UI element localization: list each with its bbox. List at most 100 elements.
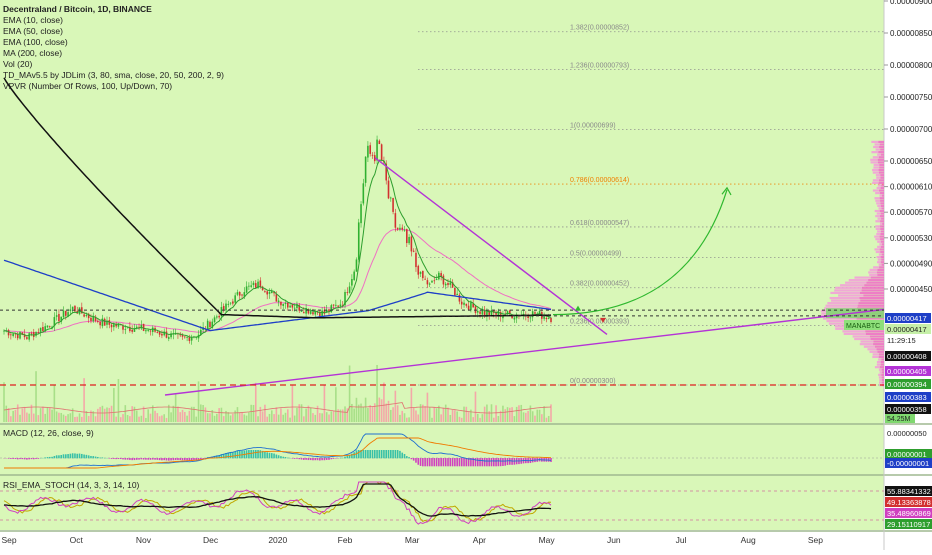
vpvr-row-down	[876, 202, 880, 204]
macd-bar	[479, 458, 481, 466]
macd-bar	[28, 458, 30, 459]
candle-body	[28, 333, 30, 339]
price-tick-label: 0.00000450	[890, 285, 932, 294]
vpvr-row-up	[880, 148, 884, 150]
macd-bar	[429, 458, 431, 466]
volume-bar	[296, 408, 298, 422]
candle-body	[234, 295, 236, 302]
vpvr-row-down	[873, 172, 879, 174]
macd-bar	[147, 458, 149, 460]
candle-body	[399, 228, 401, 230]
vpvr-row-down	[875, 225, 880, 227]
macd-bar	[308, 458, 310, 460]
vpvr-row-down	[854, 338, 870, 340]
candle-body	[349, 286, 351, 292]
time-axis-label: Sep	[808, 535, 823, 545]
macd-legend[interactable]: MACD (12, 26, close, 9)	[3, 428, 94, 439]
macd-bar	[440, 458, 442, 466]
volume-bar	[81, 417, 83, 422]
macd-bar	[427, 458, 429, 466]
vpvr-row-up	[865, 330, 884, 332]
macd-bar	[237, 451, 239, 458]
vpvr-row-up	[881, 218, 884, 220]
candle-body	[360, 204, 362, 223]
volume-bar	[495, 405, 497, 422]
legend-ma200[interactable]: MA (200, close)	[3, 48, 224, 59]
candle-body	[466, 304, 468, 306]
candle-body	[239, 292, 241, 296]
candle-body	[363, 183, 365, 203]
candle-body	[413, 251, 415, 252]
volume-bar	[63, 415, 65, 422]
macd-axis-label: 0.00000001	[887, 450, 927, 459]
candle-body	[381, 144, 383, 160]
volume-bar	[198, 381, 200, 422]
volume-bar	[353, 409, 355, 422]
macd-bar	[296, 458, 298, 459]
volume-bar	[97, 409, 99, 422]
macd-bar	[79, 454, 81, 459]
vpvr-row-down	[876, 177, 880, 179]
volume-bar	[342, 409, 344, 422]
candle-body	[548, 318, 550, 319]
macd-bar	[141, 458, 143, 459]
vpvr-row-down	[877, 212, 881, 214]
symbol-tag: MANABTC	[846, 323, 880, 330]
macd-bar	[253, 450, 255, 458]
rsi-axis-label: 29.15110917	[887, 520, 930, 529]
candle-body	[431, 281, 433, 283]
vpvr-row-down	[874, 164, 880, 166]
volume-bar	[189, 411, 191, 422]
vpvr-row-up	[860, 297, 884, 299]
vpvr-row-down	[877, 261, 881, 263]
volume-bar	[122, 414, 124, 422]
volume-bar	[38, 415, 40, 422]
macd-bar	[118, 458, 120, 459]
candle-body	[161, 334, 163, 336]
volume-bar	[484, 407, 486, 422]
candle-body	[40, 328, 42, 332]
legend-ema50[interactable]: EMA (50, close)	[3, 26, 224, 37]
candle-body	[379, 141, 381, 144]
volume-bar	[282, 415, 284, 422]
macd-bar	[83, 455, 85, 459]
volume-bar	[449, 415, 451, 422]
candle-body	[8, 330, 10, 335]
macd-bar	[99, 458, 101, 459]
vpvr-row-down	[878, 184, 881, 186]
macd-bar	[507, 458, 509, 465]
macd-bar	[150, 458, 152, 460]
legend-tdma[interactable]: TD_MAv5.5 by JDLim (3, 80, sma, close, 2…	[3, 70, 224, 81]
candle-body	[445, 284, 447, 286]
volume-bar	[305, 409, 307, 422]
volume-bar	[520, 405, 522, 422]
volume-bar	[67, 414, 69, 422]
volume-bar	[15, 410, 17, 422]
vpvr-row-up	[880, 220, 884, 222]
macd-bar	[363, 450, 365, 458]
candle-body	[294, 308, 296, 309]
candle-body	[351, 279, 353, 286]
volume-bar	[278, 415, 280, 422]
rsi-legend[interactable]: RSI_EMA_STOCH (14, 3, 3, 14, 10)	[3, 480, 139, 491]
volume-bar	[163, 414, 165, 422]
vpvr-row-down	[831, 300, 860, 302]
volume-bar	[161, 415, 163, 422]
vpvr-row-up	[864, 284, 884, 286]
legend-ema100[interactable]: EMA (100, close)	[3, 37, 224, 48]
candle-body	[271, 291, 273, 293]
price-tick-label: 0.00000530	[890, 234, 932, 243]
legend-ema10[interactable]: EMA (10, close)	[3, 15, 224, 26]
legend-vpvr[interactable]: VPVR (Number Of Rows, 100, Up/Down, 70)	[3, 81, 224, 92]
candle-body	[454, 288, 456, 295]
vpvr-row-up	[881, 259, 884, 261]
vpvr-row-down	[868, 271, 877, 273]
candle-body	[269, 292, 271, 294]
fib-level-label: 1.236(0.00000793)	[570, 62, 629, 69]
candle-body	[365, 157, 367, 183]
legend-vol[interactable]: Vol (20)	[3, 59, 224, 70]
legend-symbol[interactable]: Decentraland / Bitcoin, 1D, BINANCE	[3, 4, 224, 15]
volume-bar	[227, 412, 229, 422]
macd-bar	[381, 450, 383, 458]
volume-bar	[536, 410, 538, 422]
